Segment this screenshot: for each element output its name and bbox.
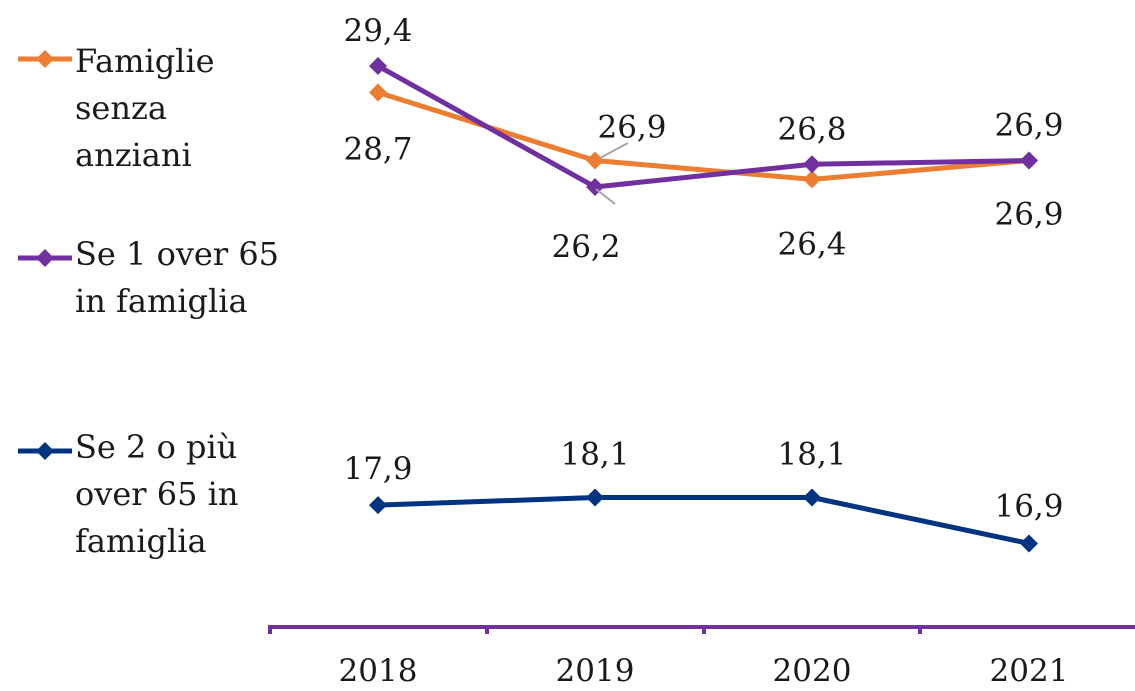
data-label: 26,9 [597, 110, 666, 146]
legend-label: anziani [75, 136, 192, 174]
legend-label: Se 2 o più [75, 428, 237, 466]
data-label: 16,9 [994, 488, 1063, 524]
data-label: 29,4 [343, 13, 412, 49]
series-line [376, 63, 1030, 190]
series-marker [803, 155, 821, 174]
series-marker [1020, 151, 1038, 170]
series-marker [1020, 534, 1038, 553]
data-labels: 28,7 26,9 26,4 26,9 29,4 26,2 26,8 26,9 17,9 18,1… [343, 13, 1063, 524]
series-line [377, 495, 1030, 546]
data-label: 26,8 [777, 111, 846, 147]
data-label: 18,1 [777, 437, 846, 473]
legend: Famiglie senza anziani Se 1 over 65 in famig… [18, 42, 279, 560]
series-marker [369, 496, 387, 515]
legend-item: Se 2 o più over 65 in famiglia [18, 428, 238, 560]
legend-swatch-marker [36, 249, 54, 267]
legend-label: famiglia [75, 522, 207, 560]
x-tick-label: 2020 [773, 653, 852, 689]
label-leader-line [595, 188, 616, 205]
data-label: 26,2 [551, 229, 620, 265]
data-label: 17,9 [343, 451, 412, 487]
legend-label: over 65 in [75, 475, 238, 513]
series-line [377, 90, 1030, 182]
series-marker [369, 57, 387, 75]
legend-swatch-marker [36, 442, 54, 460]
legend-item: Se 1 over 65 in famiglia [18, 235, 279, 320]
label-leader-line [599, 142, 629, 159]
legend-item: Famiglie senza anziani [18, 42, 215, 174]
series-marker [369, 83, 387, 102]
data-label: 26,9 [994, 197, 1063, 233]
series-marker [803, 488, 821, 507]
series-marker [586, 151, 604, 170]
x-tick-label: 2018 [339, 653, 418, 689]
legend-label: in famiglia [75, 282, 248, 320]
data-label: 26,4 [777, 226, 846, 262]
series-marker [803, 170, 821, 189]
legend-label: Famiglie [75, 42, 215, 80]
x-axis: 2018 2019 2020 2021 [268, 625, 1135, 689]
data-label: 26,9 [994, 108, 1063, 144]
legend-label: Se 1 over 65 [75, 235, 279, 273]
data-label: 28,7 [343, 131, 412, 167]
legend-swatch-marker [36, 50, 54, 68]
x-tick-label: 2019 [556, 653, 635, 689]
legend-label: senza [75, 89, 167, 127]
series-marker [586, 488, 604, 507]
x-tick-label: 2021 [990, 653, 1069, 689]
series-group [369, 57, 1038, 553]
data-label: 18,1 [560, 437, 629, 473]
